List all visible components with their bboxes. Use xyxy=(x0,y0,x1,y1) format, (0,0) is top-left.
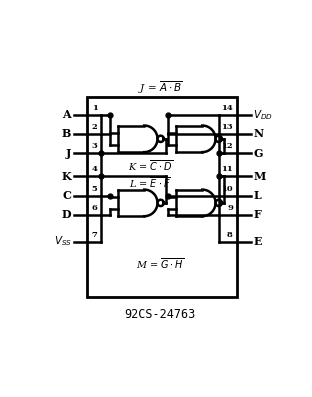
Text: $\mathit{V}_{DD}$: $\mathit{V}_{DD}$ xyxy=(253,108,273,121)
Text: 1: 1 xyxy=(92,104,98,112)
Text: 13: 13 xyxy=(221,123,233,131)
Text: 4: 4 xyxy=(92,166,98,173)
Text: K: K xyxy=(61,171,71,182)
Text: $\mathit{V}_{SS}$: $\mathit{V}_{SS}$ xyxy=(54,235,72,249)
Text: 9: 9 xyxy=(227,204,233,212)
Text: L = $\overline{E \cdot F}$: L = $\overline{E \cdot F}$ xyxy=(129,175,171,191)
Text: 12: 12 xyxy=(221,143,233,150)
Text: 6: 6 xyxy=(92,204,98,212)
Text: 14: 14 xyxy=(221,104,233,112)
Text: E: E xyxy=(253,236,262,247)
Text: A: A xyxy=(62,109,71,120)
Text: 92CS-24763: 92CS-24763 xyxy=(124,308,196,321)
Text: K = $\overline{C \cdot D}$: K = $\overline{C \cdot D}$ xyxy=(128,158,173,173)
Text: 10: 10 xyxy=(221,185,233,193)
Text: 7: 7 xyxy=(92,231,98,239)
Text: M: M xyxy=(253,171,266,182)
Text: L: L xyxy=(253,190,261,201)
Text: 11: 11 xyxy=(221,166,233,173)
Text: 8: 8 xyxy=(227,231,233,239)
Text: B: B xyxy=(62,129,71,139)
Text: F: F xyxy=(253,210,261,220)
Text: 2: 2 xyxy=(92,123,97,131)
Bar xyxy=(87,96,237,297)
Text: 5: 5 xyxy=(92,185,97,193)
Text: M = $\overline{G \cdot H}$: M = $\overline{G \cdot H}$ xyxy=(136,256,184,271)
Text: N: N xyxy=(253,129,264,139)
Text: J = $\overline{A \cdot B}$: J = $\overline{A \cdot B}$ xyxy=(138,80,182,96)
Text: C: C xyxy=(62,190,71,201)
Text: 3: 3 xyxy=(92,143,97,150)
Text: J: J xyxy=(66,148,71,159)
Text: G: G xyxy=(253,148,263,159)
Text: D: D xyxy=(61,210,71,220)
